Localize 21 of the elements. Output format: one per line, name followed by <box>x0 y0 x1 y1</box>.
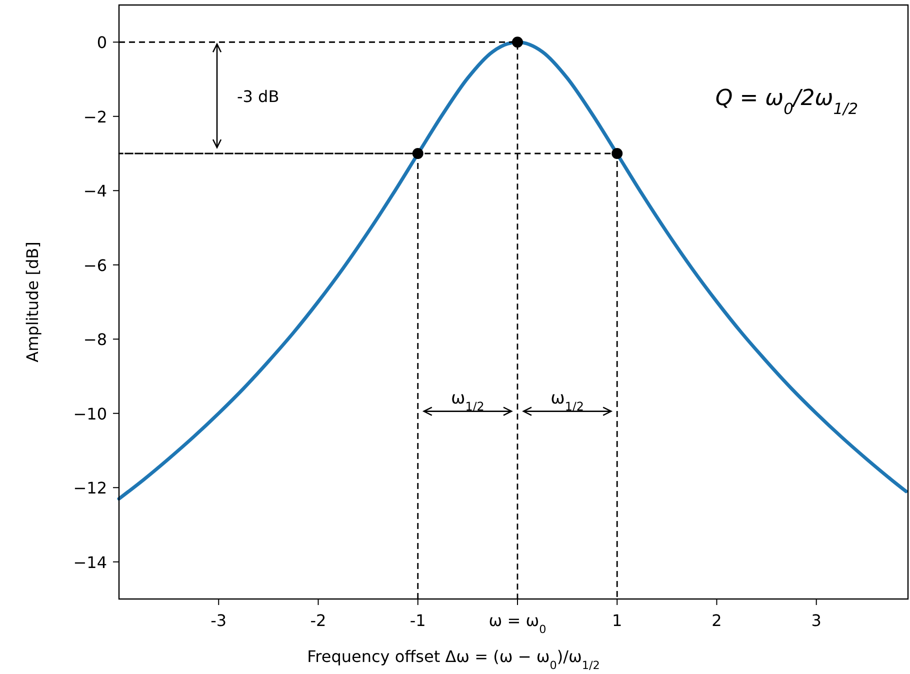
y-axis-title: Amplitude [dB] <box>23 242 42 362</box>
y-tick-label: −2 <box>83 107 107 126</box>
x-tick-label: 3 <box>811 611 822 630</box>
x-tick-label: -3 <box>210 611 227 630</box>
y-tick-label: −8 <box>83 330 107 350</box>
annotation: -3 dB <box>237 86 280 106</box>
y-tick-label: 0 <box>96 33 107 52</box>
x-tick-label: 1 <box>612 611 622 630</box>
x-tick-label: 2 <box>712 611 722 630</box>
y-tick-label: −14 <box>73 552 107 572</box>
y-tick-label: −10 <box>73 404 107 424</box>
x-tick-label: -1 <box>410 611 426 630</box>
x-axis-title: Frequency offset Δω = (ω − ω$_{0}$)/ω$_{1/2}$ <box>307 647 600 672</box>
x-tick-label: ω = ω$_{0}$ <box>488 611 546 636</box>
y-tick-label: −6 <box>83 256 107 275</box>
annotation: Q = ω$_{0}$/2ω$_{1/2}$ <box>715 86 858 118</box>
x-tick-label: -2 <box>310 611 326 630</box>
y-tick-label: −4 <box>83 182 107 201</box>
annotation: ω$_{1/2}$ <box>550 388 584 414</box>
annotation: ω$_{1/2}$ <box>450 388 484 414</box>
y-tick-label: −12 <box>73 478 107 498</box>
